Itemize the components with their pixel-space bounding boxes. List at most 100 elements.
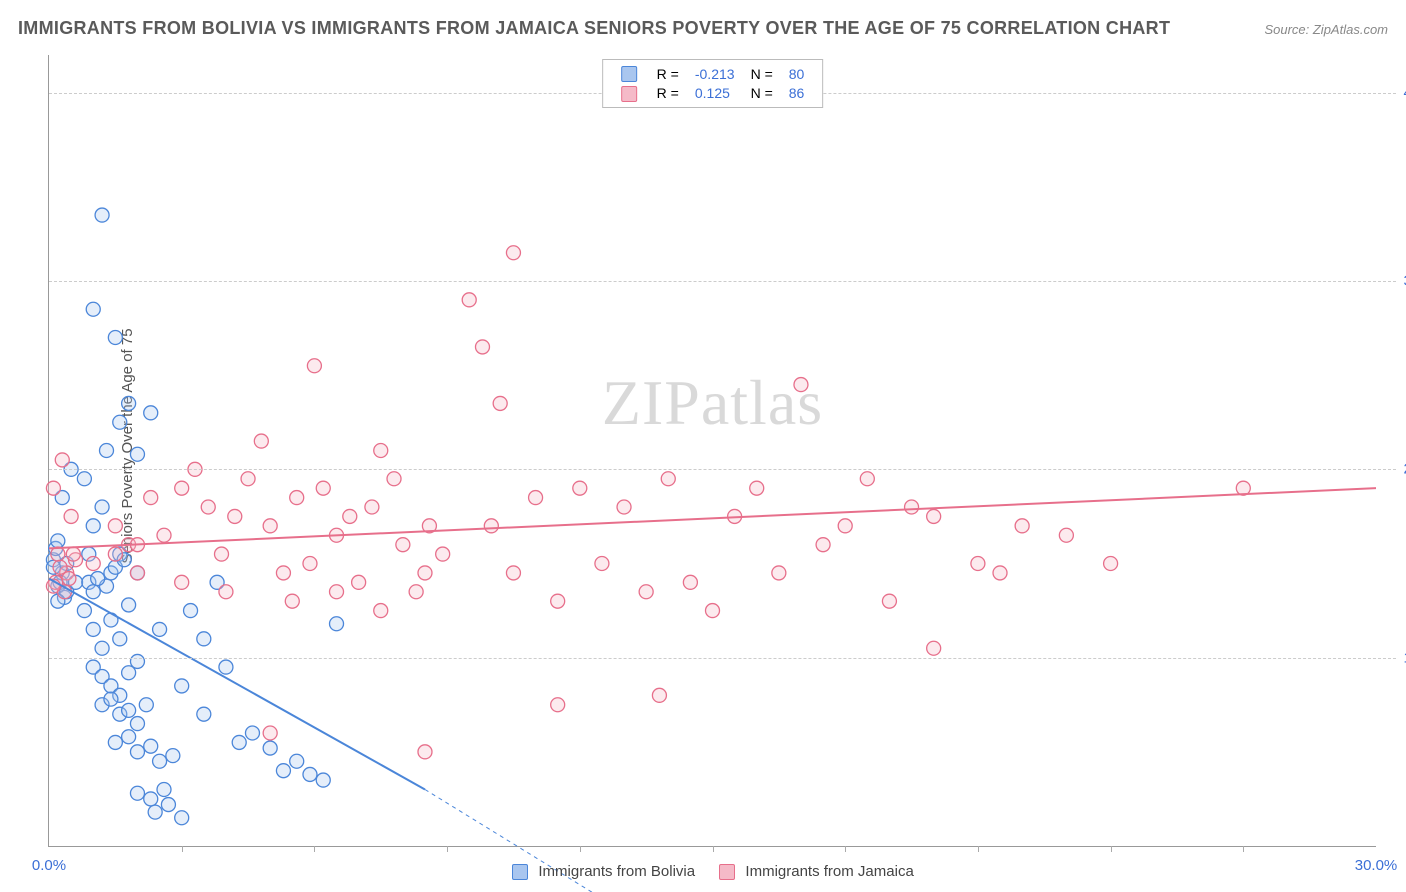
series-legend: Immigrants from Bolivia Immigrants from …	[0, 863, 1406, 880]
data-point-bolivia	[122, 730, 136, 744]
data-point-jamaica	[352, 575, 366, 589]
data-point-jamaica	[157, 528, 171, 542]
x-tick-mark	[978, 846, 979, 852]
data-point-jamaica	[343, 509, 357, 523]
data-point-jamaica	[303, 557, 317, 571]
data-point-bolivia	[113, 632, 127, 646]
data-point-jamaica	[55, 453, 69, 467]
chart-header: IMMIGRANTS FROM BOLIVIA VS IMMIGRANTS FR…	[18, 18, 1388, 39]
data-point-jamaica	[816, 538, 830, 552]
data-point-bolivia	[161, 798, 175, 812]
data-point-jamaica	[108, 547, 122, 561]
swatch-jamaica-bottom	[719, 864, 735, 880]
data-point-jamaica	[219, 585, 233, 599]
legend-row-bolivia: R = -0.213 N = 80	[613, 64, 813, 83]
source-label: Source: ZipAtlas.com	[1264, 22, 1388, 37]
legend-row-jamaica: R = 0.125 N = 86	[613, 83, 813, 102]
data-point-jamaica	[551, 594, 565, 608]
data-point-jamaica	[506, 566, 520, 580]
data-point-jamaica	[175, 481, 189, 495]
data-point-jamaica	[652, 688, 666, 702]
data-point-bolivia	[263, 741, 277, 755]
data-point-bolivia	[276, 764, 290, 778]
data-point-jamaica	[1059, 528, 1073, 542]
data-point-jamaica	[595, 557, 609, 571]
legend-n-jamaica: 86	[781, 83, 813, 102]
chart-title: IMMIGRANTS FROM BOLIVIA VS IMMIGRANTS FR…	[18, 18, 1170, 39]
data-point-jamaica	[86, 557, 100, 571]
y-tick: 10.0%	[1386, 649, 1406, 666]
data-point-jamaica	[307, 359, 321, 373]
data-point-jamaica	[993, 566, 1007, 580]
x-tick-mark	[713, 846, 714, 852]
data-point-bolivia	[51, 534, 65, 548]
data-point-jamaica	[263, 519, 277, 533]
data-point-jamaica	[254, 434, 268, 448]
data-point-bolivia	[144, 406, 158, 420]
data-point-jamaica	[130, 566, 144, 580]
data-point-bolivia	[290, 754, 304, 768]
legend-r-bolivia: -0.213	[687, 64, 743, 83]
data-point-bolivia	[197, 707, 211, 721]
data-point-bolivia	[86, 622, 100, 636]
data-point-jamaica	[683, 575, 697, 589]
data-point-jamaica	[228, 509, 242, 523]
data-point-jamaica	[201, 500, 215, 514]
gridline-h	[49, 469, 1396, 470]
legend-r-label: R =	[649, 64, 687, 83]
x-tick-mark	[314, 846, 315, 852]
data-point-bolivia	[113, 415, 127, 429]
data-point-jamaica	[617, 500, 631, 514]
data-point-bolivia	[144, 792, 158, 806]
data-point-jamaica	[971, 557, 985, 571]
data-point-jamaica	[290, 491, 304, 505]
data-point-jamaica	[475, 340, 489, 354]
data-point-jamaica	[387, 472, 401, 486]
data-point-bolivia	[175, 679, 189, 693]
data-point-jamaica	[365, 500, 379, 514]
data-point-jamaica	[285, 594, 299, 608]
data-point-jamaica	[927, 509, 941, 523]
data-point-bolivia	[122, 703, 136, 717]
correlation-legend: R = -0.213 N = 80 R = 0.125 N = 86	[602, 59, 824, 108]
data-point-jamaica	[144, 491, 158, 505]
data-point-jamaica	[374, 444, 388, 458]
data-point-bolivia	[245, 726, 259, 740]
legend-table: R = -0.213 N = 80 R = 0.125 N = 86	[613, 64, 813, 103]
data-point-jamaica	[838, 519, 852, 533]
data-point-bolivia	[77, 604, 91, 618]
data-point-jamaica	[66, 547, 80, 561]
data-point-bolivia	[86, 302, 100, 316]
data-point-bolivia	[184, 604, 198, 618]
y-tick: 20.0%	[1386, 461, 1406, 478]
data-point-bolivia	[122, 598, 136, 612]
data-point-jamaica	[409, 585, 423, 599]
data-point-bolivia	[91, 572, 105, 586]
data-point-bolivia	[130, 654, 144, 668]
legend-n-bolivia: 80	[781, 64, 813, 83]
legend-label-jamaica: Immigrants from Jamaica	[745, 863, 913, 880]
data-point-jamaica	[108, 519, 122, 533]
data-point-jamaica	[1104, 557, 1118, 571]
data-point-bolivia	[108, 735, 122, 749]
data-point-jamaica	[661, 472, 675, 486]
scatter-svg	[49, 55, 1376, 846]
trendline-jamaica	[49, 488, 1376, 548]
data-point-bolivia	[130, 717, 144, 731]
data-point-jamaica	[330, 585, 344, 599]
legend-n-label: N =	[743, 83, 781, 102]
data-point-bolivia	[122, 396, 136, 410]
legend-r-label: R =	[649, 83, 687, 102]
legend-label-bolivia: Immigrants from Bolivia	[538, 863, 695, 880]
data-point-jamaica	[241, 472, 255, 486]
data-point-jamaica	[374, 604, 388, 618]
data-point-bolivia	[219, 660, 233, 674]
data-point-jamaica	[316, 481, 330, 495]
y-tick: 30.0%	[1386, 273, 1406, 290]
swatch-bolivia-bottom	[512, 864, 528, 880]
plot-area: R = -0.213 N = 80 R = 0.125 N = 86 ZIPat…	[48, 55, 1376, 847]
data-point-bolivia	[148, 805, 162, 819]
data-point-jamaica	[418, 566, 432, 580]
data-point-jamaica	[484, 519, 498, 533]
data-point-bolivia	[130, 745, 144, 759]
